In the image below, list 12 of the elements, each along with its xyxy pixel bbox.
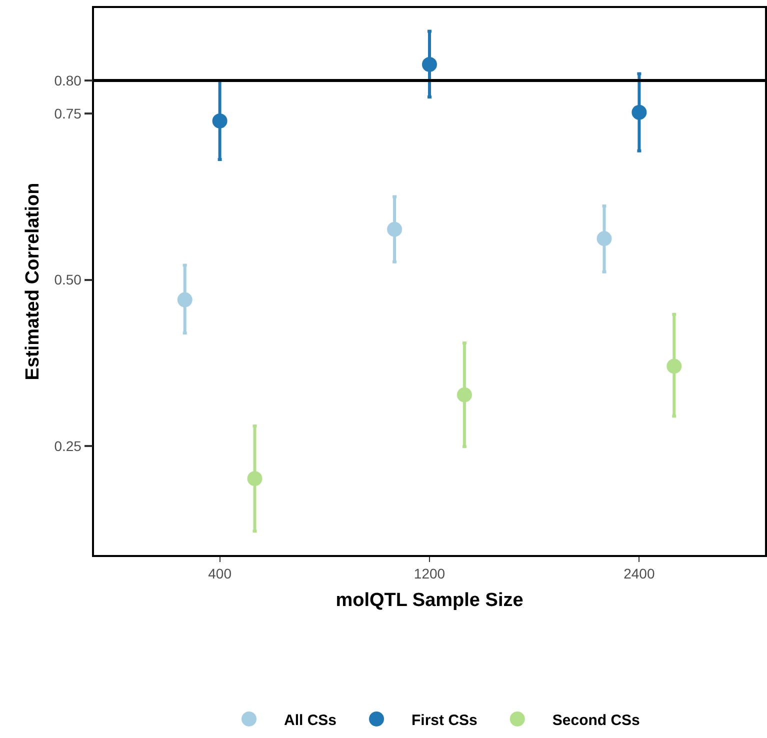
x-tick-label: 400 (208, 566, 232, 582)
y-tick-label: 0.80 (54, 72, 82, 88)
y-tick-label: 0.25 (54, 438, 82, 454)
x-tick-label: 1200 (414, 566, 446, 582)
x-tick-label: 2400 (624, 566, 655, 582)
y-axis-title: Estimated Correlation (22, 182, 44, 380)
x-axis-title: molQTL Sample Size (336, 590, 524, 611)
legend-label: All CSs (284, 712, 337, 729)
y-tick-label: 0.75 (54, 106, 82, 122)
legend-label: Second CSs (552, 712, 640, 729)
legend-label: First CSs (412, 712, 478, 729)
y-tick-label: 0.50 (54, 272, 82, 288)
